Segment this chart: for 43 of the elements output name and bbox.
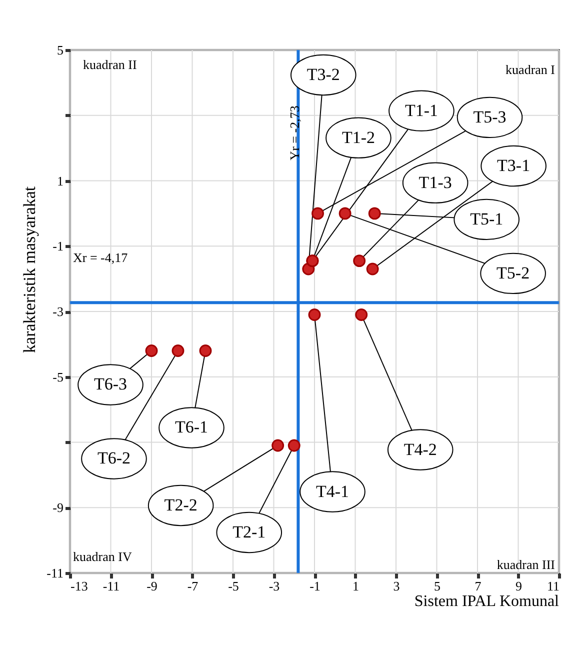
annotation: kuadran IV: [73, 549, 132, 564]
annotation: T1-1: [404, 100, 438, 120]
annotation: Xr = -4,17: [73, 250, 128, 265]
x-tick-label: 1: [352, 578, 359, 594]
x-tick-label: 5: [434, 578, 440, 594]
x-tick-label: -7: [187, 578, 199, 594]
x-tick-label: -13: [70, 578, 88, 594]
annotation: T6-1: [174, 418, 208, 437]
annotation: T1-2: [342, 128, 375, 147]
y-tick-label: -9: [52, 500, 64, 516]
x-tick-label: -3: [268, 578, 280, 594]
x-tick-label: -1: [310, 578, 320, 594]
annotation: kuadran II: [83, 57, 137, 72]
y-tick-label: 5: [57, 42, 64, 58]
annotation: T4-1: [316, 482, 350, 501]
annotation: T5-3: [473, 107, 506, 126]
annotation: T5-2: [496, 263, 530, 282]
y-tick-label: -11: [46, 566, 64, 580]
x-axis-title: Sistem IPAL Komunal: [414, 593, 560, 610]
x-tick-label: -11: [102, 578, 120, 594]
annotation: kuadran III: [496, 557, 555, 572]
x-tick-label: -9: [146, 578, 158, 594]
annotation: T4-2: [404, 440, 437, 459]
annotation: T3-2: [306, 65, 340, 84]
annotation: T2-2: [164, 496, 198, 515]
annotation: T3-1: [497, 156, 530, 176]
annotation: T2-1: [232, 522, 266, 542]
annotation: T5-1: [470, 209, 504, 228]
x-tick-label: 11: [546, 578, 560, 594]
x-tick-label: 3: [393, 578, 400, 594]
y-axis-title: karakteristik masyarakat: [20, 186, 39, 353]
y-tick-label: 1: [57, 173, 64, 188]
annotation: kuadran I: [506, 62, 555, 77]
x-tick-label: 7: [474, 578, 482, 594]
annotation: T1-3: [418, 172, 452, 192]
x-tick-label: 9: [516, 578, 522, 594]
y-tick-label: -5: [52, 369, 64, 384]
y-tick-label: -3: [52, 304, 64, 319]
y-tick-label: -1: [52, 238, 64, 254]
annotation: T6-3: [94, 374, 128, 394]
x-tick-label: -5: [228, 578, 239, 594]
annotation: T6-2: [97, 448, 131, 468]
annotation: Yr = -2,73: [287, 106, 302, 160]
